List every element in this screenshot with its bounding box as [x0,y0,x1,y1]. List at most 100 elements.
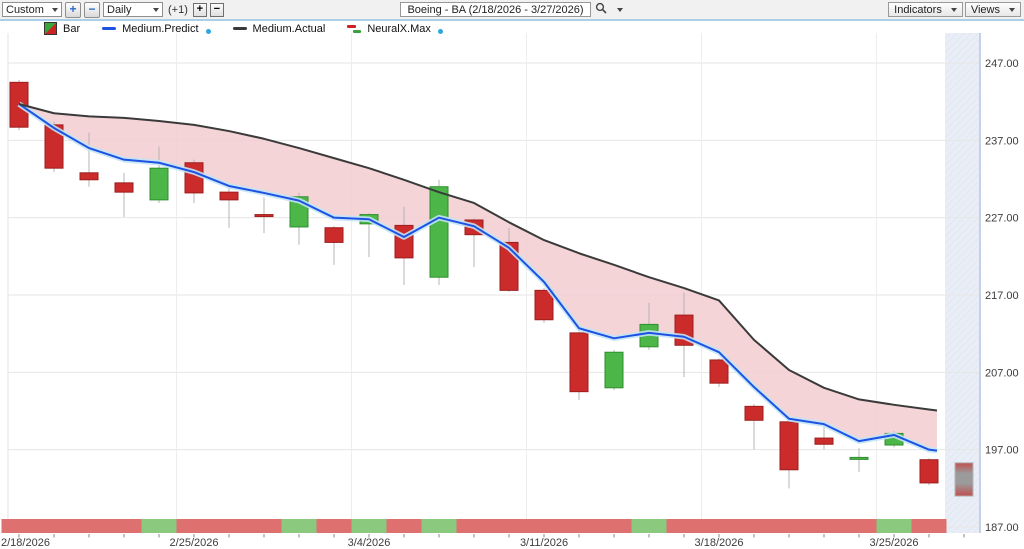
signal-strip-segment [911,519,947,533]
candle-body [254,214,274,218]
signal-strip-segment [666,519,702,533]
signal-strip-segment [71,519,107,533]
candle-body [429,186,449,278]
x-axis-label: 3/18/2026 [695,537,744,549]
bar-offset-label: (+1) [168,3,188,16]
candlestick-legend-icon [44,22,57,35]
signal-strip-segment [736,519,772,533]
y-axis: 247.00 237.00 227.00 217.00 207.00 197.00 187.… [985,58,1019,534]
info-dot-icon[interactable] [437,28,443,34]
signal-strip-segment [1,519,37,533]
x-axis-label: 3/4/2026 [348,537,391,549]
candles [9,80,939,489]
legend-item-medium-actual[interactable]: Medium.Actual [232,23,325,35]
candle-body [114,182,134,193]
interval-select[interactable]: Daily [103,2,163,17]
candle-body [79,172,99,181]
candle-body [394,224,414,259]
signal-strip-segment [631,519,667,533]
legend-item-bar[interactable]: Bar [44,22,80,35]
signal-strip-segment [246,519,282,533]
y-axis-label: 247.00 [985,58,1019,70]
medium-predict-line [18,103,938,452]
candle-body [744,405,764,421]
y-axis-label: 197.00 [985,445,1019,457]
candle-body [324,227,344,243]
candle-body [569,332,589,393]
signal-strip-segment [421,519,457,533]
y-axis-label: 187.00 [985,522,1019,534]
candle-body [149,167,169,201]
y-axis-label: 217.00 [985,290,1019,302]
period-select[interactable]: Custom [2,2,62,17]
period-select-value: Custom [6,3,44,16]
search-icon[interactable] [595,2,607,17]
signal-strip [1,519,947,533]
signal-strip-segment [281,519,317,533]
signal-strip-segment [876,519,912,533]
chevron-down-icon [1009,7,1015,12]
legend-item-neuralx-max[interactable]: NeuralX.Max [347,23,443,35]
x-axis-label: 3/11/2026 [520,537,568,549]
y-axis-label: 237.00 [985,135,1019,147]
signal-strip-segment [456,519,492,533]
actual-line-icon [232,27,247,30]
neuralx-legend-icon [347,24,362,34]
toolbar-left-group: Custom + − Daily (+1) + − [2,1,400,18]
signal-strip-segment [316,519,352,533]
signal-strip-segment [806,519,842,533]
future-zone [945,33,981,533]
add-bar-button[interactable]: + [192,2,207,17]
candle-body [219,191,239,201]
y-axis-label: 227.00 [985,213,1019,225]
signal-strip-segment [351,519,387,533]
signal-strip-segment [141,519,177,533]
zoom-in-button[interactable]: + [65,1,81,18]
predict-line-icon [102,27,117,30]
signal-strip-segment [841,519,877,533]
candle-body [604,351,624,389]
symbol-title[interactable]: Boeing - BA (2/18/2026 - 3/27/2026) [400,2,591,17]
signal-strip-segment [596,519,632,533]
prediction-band [19,103,937,451]
candle-body [849,456,869,460]
medium-actual-line [18,103,938,412]
legend-item-medium-predict[interactable]: Medium.Predict [102,23,211,35]
signal-strip-segment [176,519,212,533]
neuralx-max-band [19,103,937,451]
toolbar-right-group: Indicators Views [623,2,1021,17]
model-lines [17,101,938,454]
x-axis-label: 2/25/2026 [170,537,219,549]
candle-body [534,289,554,321]
x-axis-label: 3/25/2026 [870,537,919,549]
signal-strip-segment [386,519,422,533]
chart-legend: Bar Medium.Predict Medium.Actual NeuralX… [44,22,443,35]
signal-strip-segment [211,519,247,533]
signal-strip-segment [771,519,807,533]
x-axis-label: 2/18/2026 [1,537,50,549]
remove-bar-button[interactable]: − [209,2,224,17]
info-dot-icon[interactable] [205,28,211,34]
candle-body [779,421,799,471]
indicators-button[interactable]: Indicators [888,2,963,17]
signal-strip-segment [526,519,562,533]
zoom-out-button[interactable]: − [84,1,100,18]
chevron-down-icon [153,7,159,12]
chevron-down-icon [950,7,957,12]
toolbar: Custom + − Daily (+1) + − Boeing - BA (2… [0,0,1024,19]
views-button[interactable]: Views [964,2,1021,17]
x-axis: 2/18/2026 2/25/2026 3/4/2026 3/11/2026 3/18/… [1,534,965,549]
toolbar-center-group: Boeing - BA (2/18/2026 - 3/27/2026) [400,2,623,17]
search-dropdown-icon[interactable] [616,7,623,12]
y-axis-label: 207.00 [985,367,1019,379]
candle-body [184,162,204,194]
candle-body [919,459,939,484]
signal-strip-segment [701,519,737,533]
projection-candle [954,462,974,497]
signal-strip-segment [491,519,527,533]
toolbar-divider [0,19,1024,21]
candle-body [814,437,834,445]
signal-strip-segment [106,519,142,533]
